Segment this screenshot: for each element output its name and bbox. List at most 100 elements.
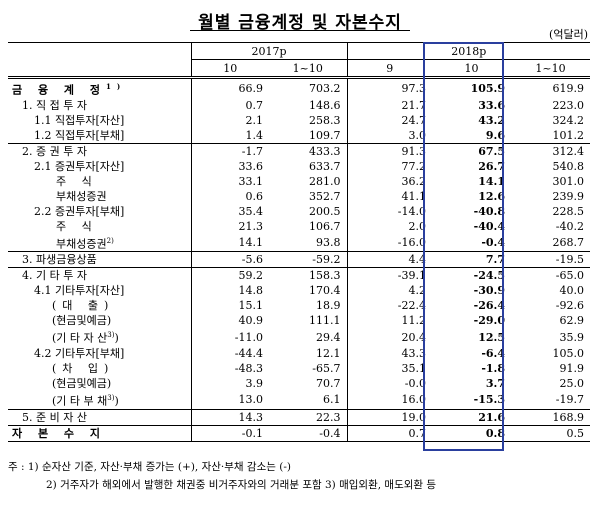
table-row: 금 융 계 정1) 66.9 703.2 97.3 105.9 619.9 — [8, 75, 591, 98]
title-underline — [190, 30, 410, 31]
value-cell: 91.9 — [559, 361, 585, 375]
value-cell: 21.6 — [432, 408, 512, 426]
value-cell: -14.0 — [397, 204, 427, 218]
value-cell: 200.5 — [269, 203, 348, 219]
row-label: 1. 직 접 투 자 — [8, 97, 192, 113]
footnote-marker: 3) — [107, 331, 115, 340]
header-label-cell — [8, 42, 192, 78]
value-cell: 324.2 — [552, 113, 585, 127]
value-cell: 33.6 — [238, 159, 264, 173]
row-label-text: 금 융 계 정 — [12, 83, 106, 97]
value-cell: 268.7 — [552, 235, 585, 249]
value-cell: -29.0 — [473, 314, 506, 328]
table-row: 부채성증권 0.6 352.7 41.1 12.6 239.9 — [8, 188, 590, 204]
row-label-text: 1. 직 접 투 자 — [22, 98, 87, 112]
header-row-months: 10 1~10 9 10 1~10 — [8, 59, 590, 78]
row-label-text: (기 타 부 채 — [52, 394, 108, 408]
value-cell: 7.7 — [432, 251, 512, 268]
row-label: (현금및예금) — [8, 375, 192, 391]
row-label: 1.1 직접투자[자산] — [8, 112, 192, 128]
header-year-2017: 2017p — [191, 42, 348, 60]
value-cell: 0.5 — [511, 424, 591, 442]
table-row: 4.1 기타투자[자산] 14.8 170.4 4.2 -30.9 40.0 — [8, 283, 590, 299]
row-label: 자 본 수 지 — [8, 424, 192, 442]
value-cell: -65.0 — [511, 267, 591, 284]
value-cell: -59.2 — [269, 251, 348, 268]
table-row: 2. 증 권 투 자 -1.7 433.3 91.3 67.5 312.4 — [8, 142, 591, 159]
value-cell: 14.8 — [238, 284, 264, 298]
value-cell: 24.7 — [401, 113, 427, 127]
value-cell: -0.1 — [191, 424, 269, 442]
row-label-text: 4.2 기타투자[부채] — [34, 346, 125, 360]
row-label: 금 융 계 정1) — [8, 75, 192, 98]
row-label-text: 1.2 직접투자[부채] — [34, 128, 125, 142]
row-label: 부채성증권2) — [8, 233, 192, 252]
value-cell: 619.9 — [511, 75, 591, 98]
row-label: 2.2 증권투자[부채] — [8, 203, 192, 219]
value-cell: -16.0 — [397, 235, 427, 249]
value-cell: 66.9 — [191, 75, 269, 98]
row-label: (현금및예금) — [8, 313, 192, 329]
row-label: (기 타 자 산3)) — [8, 328, 192, 346]
value-cell: -26.4 — [473, 299, 506, 313]
value-cell: 16.0 — [401, 393, 427, 407]
value-cell: 97.3 — [347, 75, 433, 98]
value-cell: -40.4 — [473, 219, 506, 233]
table-row: 5. 준 비 자 산 14.3 22.3 19.0 21.6 168.9 — [8, 408, 591, 426]
value-cell: 14.3 — [191, 408, 269, 426]
table-row: 주 식 21.3 106.7 2.0 -40.4 -40.2 — [8, 218, 590, 234]
value-cell: 11.2 — [401, 314, 427, 328]
value-cell: -6.4 — [481, 346, 506, 360]
value-cell: 12.6 — [478, 189, 506, 203]
row-label: 부채성증권 — [8, 188, 192, 204]
value-cell: 62.9 — [559, 314, 585, 328]
table-row: 주 식 33.1 281.0 36.2 14.1 301.0 — [8, 173, 590, 189]
row-label-text: 부채성증권 — [56, 189, 107, 203]
value-cell: 18.9 — [269, 298, 348, 314]
row-label: 4.1 기타투자[자산] — [8, 283, 192, 299]
value-cell: 106.7 — [269, 218, 348, 234]
value-cell: 21.3 — [238, 219, 264, 233]
value-cell: 25.0 — [559, 376, 585, 390]
value-cell: 77.2 — [401, 159, 427, 173]
row-label: 2.1 증권투자[자산] — [8, 158, 192, 174]
header-col: 10 — [223, 61, 238, 75]
table-row: 2.1 증권투자[자산] 33.6 633.7 77.2 26.7 540.8 — [8, 158, 590, 174]
value-cell: 301.0 — [552, 174, 585, 188]
footnote-1: 주 : 1) 순자산 기준, 자산·부채 증가는 (+), 자산·부채 감소는 … — [8, 461, 291, 473]
row-label: (차 입) — [8, 360, 192, 376]
value-cell: 9.6 — [485, 128, 506, 142]
row-label-text: (현금및예금) — [52, 376, 112, 390]
footnotes: 주 : 1) 순자산 기준, 자산·부채 증가는 (+), 자산·부채 감소는 … — [8, 458, 436, 494]
value-cell: 33.6 — [478, 98, 506, 112]
row-label-text: 3. 파생금융상품 — [22, 253, 97, 267]
table-row: (기 타 자 산3)) -11.0 29.4 20.4 12.5 35.9 — [8, 328, 590, 346]
row-label: (대 출) — [8, 298, 192, 314]
table-row: 자 본 수 지 -0.1 -0.4 0.7 0.8 0.5 — [8, 424, 591, 442]
row-label: 1.2 직접투자[부채] — [8, 127, 192, 144]
value-cell: 148.6 — [269, 97, 348, 113]
row-label-text: 4. 기 타 투 자 — [22, 269, 87, 283]
value-cell: 105.0 — [552, 346, 585, 360]
value-cell: 3.9 — [245, 376, 264, 390]
value-cell: 352.7 — [269, 188, 348, 204]
value-cell: 14.1 — [238, 235, 264, 249]
value-cell: 15.1 — [238, 299, 264, 313]
value-cell: 91.3 — [347, 142, 433, 159]
value-cell: -0.4 — [269, 424, 348, 442]
row-label-text: (차 입) — [52, 361, 115, 375]
value-cell: 40.9 — [238, 314, 264, 328]
footnote-marker: 1) — [105, 82, 127, 91]
table-row: 1. 직 접 투 자 0.7 148.6 21.7 33.6 223.0 — [8, 97, 590, 113]
value-cell: 14.1 — [478, 174, 506, 188]
value-cell: 13.0 — [238, 393, 264, 407]
value-cell: 33.1 — [238, 174, 264, 188]
row-label: 3. 파생금융상품 — [8, 251, 192, 268]
value-cell: 312.4 — [511, 142, 591, 159]
value-cell: 29.4 — [269, 328, 348, 346]
table-row: 1.1 직접투자[자산] 2.1 258.3 24.7 43.2 324.2 — [8, 112, 590, 128]
value-cell: -92.6 — [555, 299, 585, 313]
value-cell: 3.7 — [485, 376, 506, 390]
value-cell: 12.1 — [269, 345, 348, 361]
value-cell: -1.8 — [481, 361, 506, 375]
